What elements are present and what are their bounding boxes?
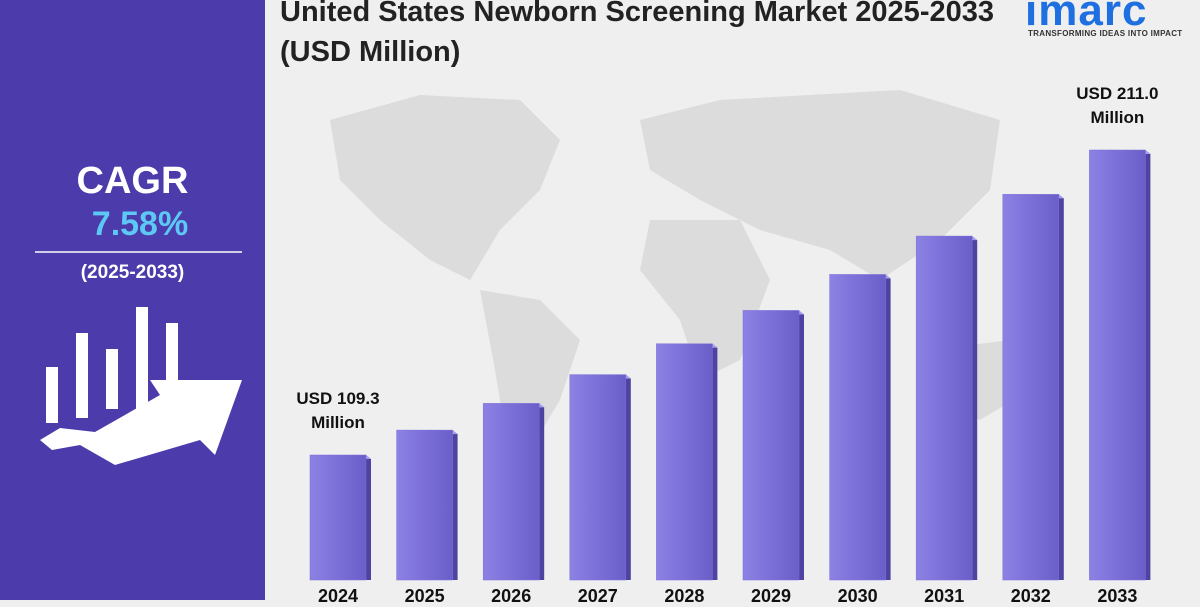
bar — [656, 343, 713, 581]
sidebar-panel — [0, 0, 265, 600]
cagr-period: (2025-2033) — [80, 262, 185, 283]
bar-side — [1145, 150, 1151, 580]
bar — [569, 374, 627, 581]
value-label: USD 109.3 Million — [296, 389, 380, 432]
bar-side — [452, 430, 458, 580]
bar — [829, 274, 886, 581]
bar — [309, 454, 367, 581]
x-tick-label: 2029 — [750, 586, 792, 606]
growth-arrow — [40, 380, 242, 465]
x-tick-label: 2025 — [404, 586, 445, 606]
bar-side — [885, 274, 891, 580]
bar-side — [1058, 194, 1064, 581]
bar-side — [972, 236, 978, 580]
x-tick-label: 2030 — [837, 586, 878, 606]
bar — [1002, 194, 1060, 581]
logo: imarc — [1025, 0, 1148, 35]
x-tick-label: 2033 — [1097, 586, 1138, 606]
x-tick-label: 2032 — [1010, 586, 1051, 606]
bar-side — [799, 310, 804, 580]
x-tick-label: 2027 — [577, 586, 618, 606]
cagr-value: 7.58% — [91, 205, 189, 243]
chart-title: United States Newborn Screening Market 2… — [280, 0, 994, 68]
value-label: USD 211.0 Million — [1076, 84, 1159, 127]
x-tick-label: 2024 — [317, 586, 359, 606]
cagr-label: CAGR — [76, 160, 189, 202]
x-tick-label: 2026 — [491, 586, 532, 606]
bar — [742, 310, 800, 581]
x-tick-label: 2028 — [664, 586, 705, 606]
bar-side — [366, 455, 371, 580]
bar — [915, 235, 973, 581]
bar — [396, 429, 453, 581]
bar-side — [625, 374, 631, 580]
x-tick-label: 2031 — [924, 586, 965, 606]
logo-tagline: TRANSFORMING IDEAS INTO IMPACT — [1028, 29, 1183, 38]
bar — [1089, 149, 1146, 581]
growth-icon — [46, 307, 178, 423]
bar-side — [539, 403, 545, 580]
bar — [482, 403, 540, 581]
bar-side — [712, 343, 718, 580]
